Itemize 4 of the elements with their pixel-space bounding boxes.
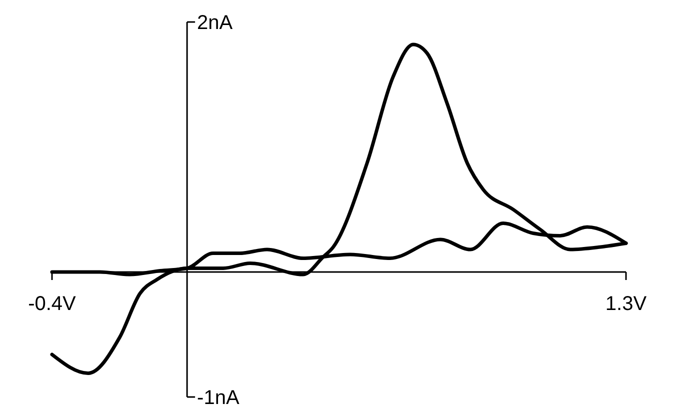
x-tick-label: -0.4V xyxy=(28,293,77,315)
y-tick-label: 2nA xyxy=(197,12,234,34)
x-tick-label: 1.3V xyxy=(605,293,648,315)
y-tick-label: -1nA xyxy=(197,387,240,409)
